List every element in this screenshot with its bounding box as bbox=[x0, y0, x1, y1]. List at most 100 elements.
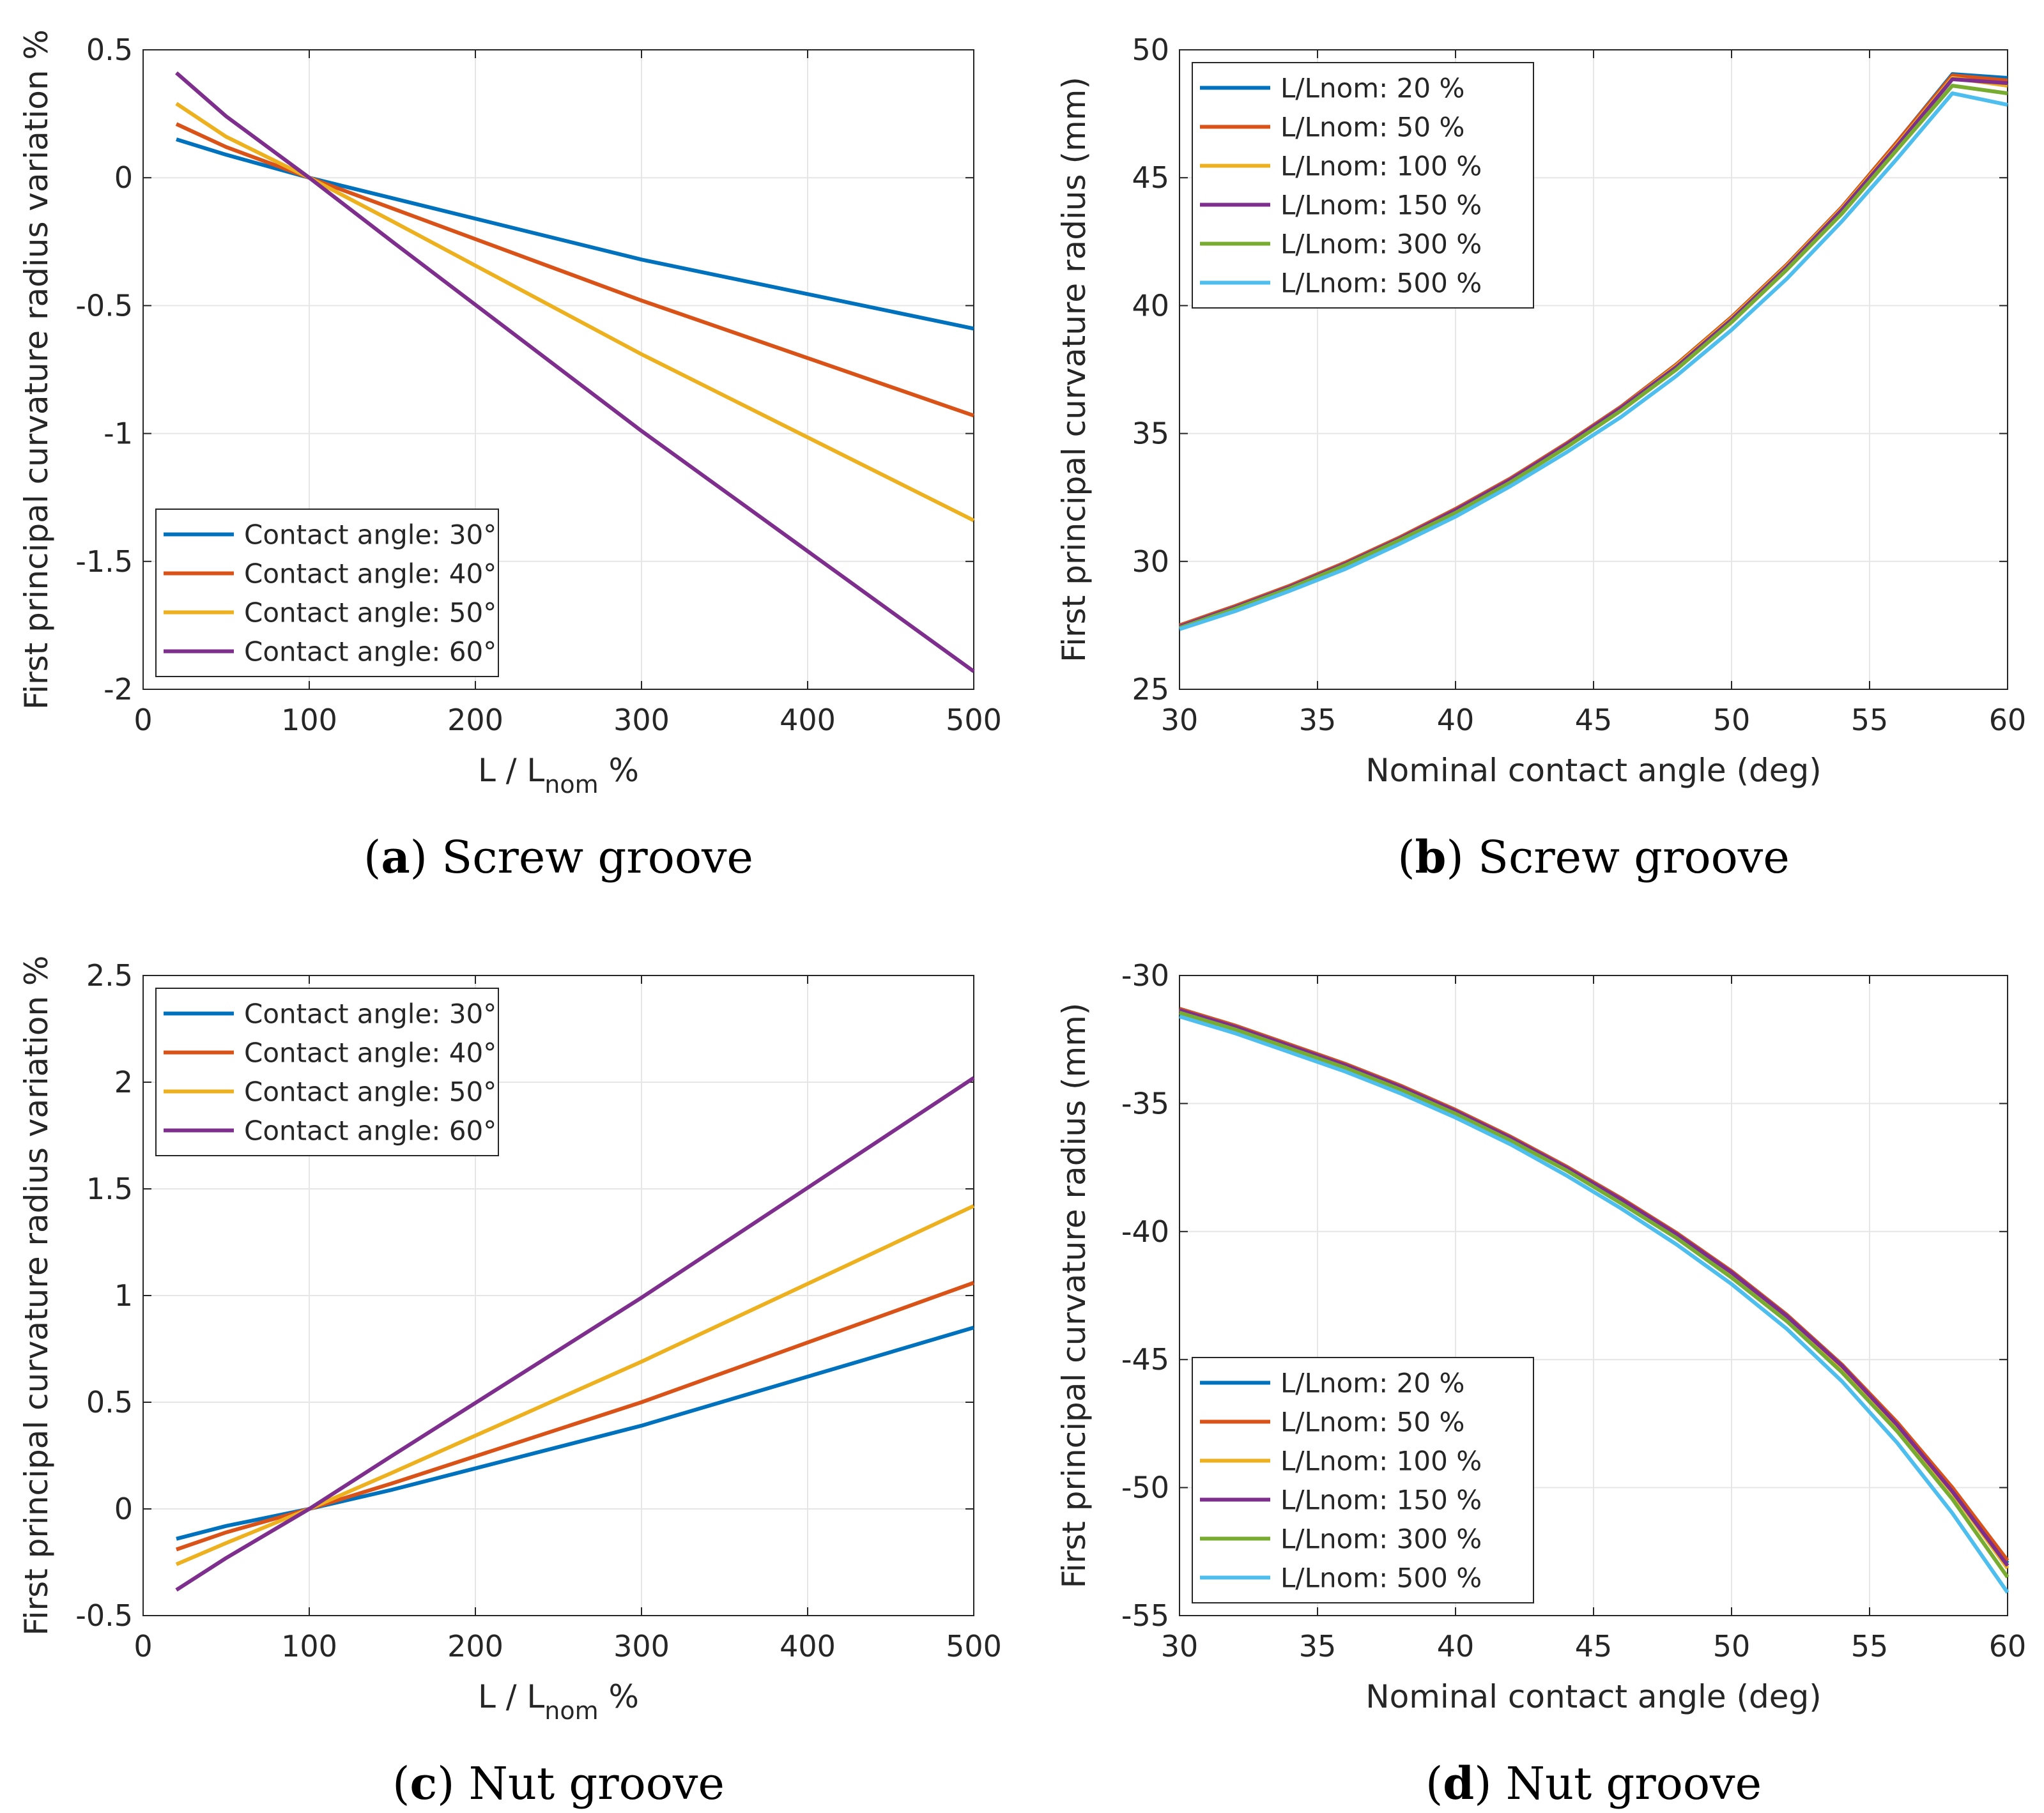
x-axis-label: Nominal contact angle (deg) bbox=[1365, 752, 1822, 789]
x-axis-label-subscript: nom bbox=[544, 1697, 598, 1725]
caption-open-paren: ( bbox=[1397, 831, 1415, 884]
series-line-3 bbox=[175, 102, 975, 523]
series-line-6 bbox=[1179, 91, 2008, 631]
x-axis-label: Nominal contact angle (deg) bbox=[1365, 1678, 1822, 1715]
x-axis-label-main: L / L bbox=[478, 1678, 544, 1715]
legend-label-5: L/Lnom: 300 % bbox=[1280, 1524, 1482, 1555]
caption-letter: d bbox=[1443, 1757, 1474, 1810]
legend-label-2: L/Lnom: 50 % bbox=[1280, 1407, 1464, 1438]
y-tick-label: 0 bbox=[114, 160, 133, 195]
x-axis-label-subscript: nom bbox=[544, 770, 598, 799]
series-line-2 bbox=[176, 1281, 975, 1552]
legend-box bbox=[1192, 1357, 1534, 1603]
legend-label-2: Contact angle: 40° bbox=[244, 1037, 496, 1069]
caption-text: Nut groove bbox=[1506, 1757, 1762, 1810]
series-line-6 bbox=[1179, 1014, 2009, 1594]
y-axis-label: First principal curvature radius (mm) bbox=[1056, 77, 1093, 662]
y-tick-label: -0.5 bbox=[75, 288, 133, 323]
x-tick-label: 200 bbox=[447, 703, 503, 737]
x-tick-label: 500 bbox=[946, 1629, 1002, 1664]
y-tick-label: 0.5 bbox=[86, 33, 133, 67]
y-tick-label: -55 bbox=[1121, 1598, 1169, 1633]
panel-caption: (c) Nut groove bbox=[392, 1757, 725, 1810]
x-tick-label: 500 bbox=[946, 703, 1002, 737]
caption-open-paren: ( bbox=[364, 831, 381, 884]
x-tick-label: 50 bbox=[1713, 1629, 1751, 1664]
caption-close-paren: ) bbox=[1446, 831, 1478, 884]
caption-open-paren: ( bbox=[392, 1757, 410, 1810]
legend-label-2: L/Lnom: 50 % bbox=[1280, 112, 1464, 143]
y-tick-label: 1.5 bbox=[86, 1172, 133, 1206]
axes-frame bbox=[142, 49, 974, 690]
y-tick-label: 1 bbox=[114, 1278, 133, 1313]
y-tick-label: 45 bbox=[1132, 160, 1169, 195]
y-tick-label: 50 bbox=[1132, 33, 1169, 67]
x-tick-label: 400 bbox=[780, 703, 836, 737]
caption-open-paren: ( bbox=[1425, 1757, 1443, 1810]
y-tick-label: -45 bbox=[1121, 1342, 1169, 1377]
x-tick-label: 40 bbox=[1437, 1629, 1475, 1664]
caption-text: Screw groove bbox=[442, 831, 753, 884]
x-tick-label: 60 bbox=[1989, 1629, 2027, 1664]
x-axis-label: L / Lnom % bbox=[478, 1678, 639, 1725]
legend-box bbox=[155, 509, 499, 677]
x-tick-label: 35 bbox=[1299, 1629, 1337, 1664]
x-tick-label: 0 bbox=[134, 1629, 152, 1664]
x-tick-label: 55 bbox=[1851, 1629, 1889, 1664]
series-line-2 bbox=[175, 122, 974, 418]
x-tick-label: 45 bbox=[1575, 703, 1613, 737]
series-line-4 bbox=[175, 1076, 975, 1592]
legend-label-1: Contact angle: 30° bbox=[244, 519, 496, 551]
legend: L/Lnom: 20 % L/Lnom: 50 % L/Lnom: 100 % L/L… bbox=[1192, 62, 1534, 309]
series-line-1 bbox=[176, 137, 974, 331]
x-tick-label: 100 bbox=[281, 1629, 337, 1664]
caption-close-paren: ) bbox=[1474, 1757, 1506, 1810]
x-tick-label: 300 bbox=[613, 1629, 670, 1664]
x-tick-label: 400 bbox=[780, 1629, 836, 1664]
x-tick-label: 55 bbox=[1851, 703, 1889, 737]
chart-panel-a: 0 100 200 300 400 500 -2 -1.5 -1 -0.5 0 0.5 L / Lnom… bbox=[18, 29, 1002, 884]
legend-label-3: L/Lnom: 100 % bbox=[1280, 151, 1482, 182]
x-tick-label: 30 bbox=[1161, 703, 1199, 737]
x-tick-label: 0 bbox=[134, 703, 152, 737]
series-line-4 bbox=[1179, 1008, 2009, 1567]
legend-label-4: Contact angle: 60° bbox=[244, 1115, 496, 1147]
caption-text: Screw groove bbox=[1478, 831, 1790, 884]
y-tick-label: 40 bbox=[1132, 288, 1169, 323]
chart-panel-d: 30 35 40 45 50 55 60 -55 -50 -45 -40 -35 -30 Nominal … bbox=[1056, 958, 2026, 1810]
legend: Contact angle: 30° Contact angle: 40° Cont… bbox=[155, 988, 499, 1156]
y-axis-label: First principal curvature radius variati… bbox=[18, 29, 55, 710]
caption-letter: a bbox=[381, 830, 410, 884]
legend-label-5: L/Lnom: 300 % bbox=[1280, 229, 1482, 260]
legend-label-1: L/Lnom: 20 % bbox=[1280, 1368, 1464, 1399]
caption-close-paren: ) bbox=[410, 831, 442, 884]
caption-text: Nut groove bbox=[469, 1757, 725, 1810]
y-tick-label: 35 bbox=[1132, 417, 1169, 451]
y-tick-label: -50 bbox=[1121, 1471, 1169, 1505]
series-line-5 bbox=[1179, 1011, 2009, 1579]
legend-box bbox=[1192, 62, 1534, 309]
legend-label-3: Contact angle: 50° bbox=[244, 597, 496, 629]
legend-box bbox=[155, 988, 499, 1156]
y-tick-label: -2 bbox=[104, 672, 133, 707]
y-tick-label: 0.5 bbox=[86, 1385, 133, 1419]
caption-close-paren: ) bbox=[437, 1757, 469, 1810]
legend-label-2: Contact angle: 40° bbox=[244, 558, 496, 590]
y-axis-label: First principal curvature radius variati… bbox=[18, 956, 55, 1636]
x-tick-label: 60 bbox=[1989, 703, 2027, 737]
legend-label-4: L/Lnom: 150 % bbox=[1280, 1485, 1482, 1516]
chart-panel-c: 0 100 200 300 400 500-0.500.511.522.5L / Lnom… bbox=[18, 956, 1002, 1810]
series-line-4 bbox=[175, 71, 975, 673]
caption-letter: b bbox=[1415, 830, 1447, 884]
x-tick-label: 200 bbox=[447, 1629, 503, 1664]
x-tick-label: 35 bbox=[1299, 703, 1337, 737]
legend-label-1: L/Lnom: 20 % bbox=[1280, 73, 1464, 104]
x-tick-label: 40 bbox=[1437, 703, 1475, 737]
legend-label-4: Contact angle: 60° bbox=[244, 636, 496, 668]
y-tick-label: 0 bbox=[114, 1492, 133, 1526]
panel-caption: (d) Nut groove bbox=[1425, 1757, 1762, 1810]
legend-label-3: Contact angle: 50° bbox=[244, 1076, 496, 1108]
legend-label-1: Contact angle: 30° bbox=[244, 998, 496, 1030]
